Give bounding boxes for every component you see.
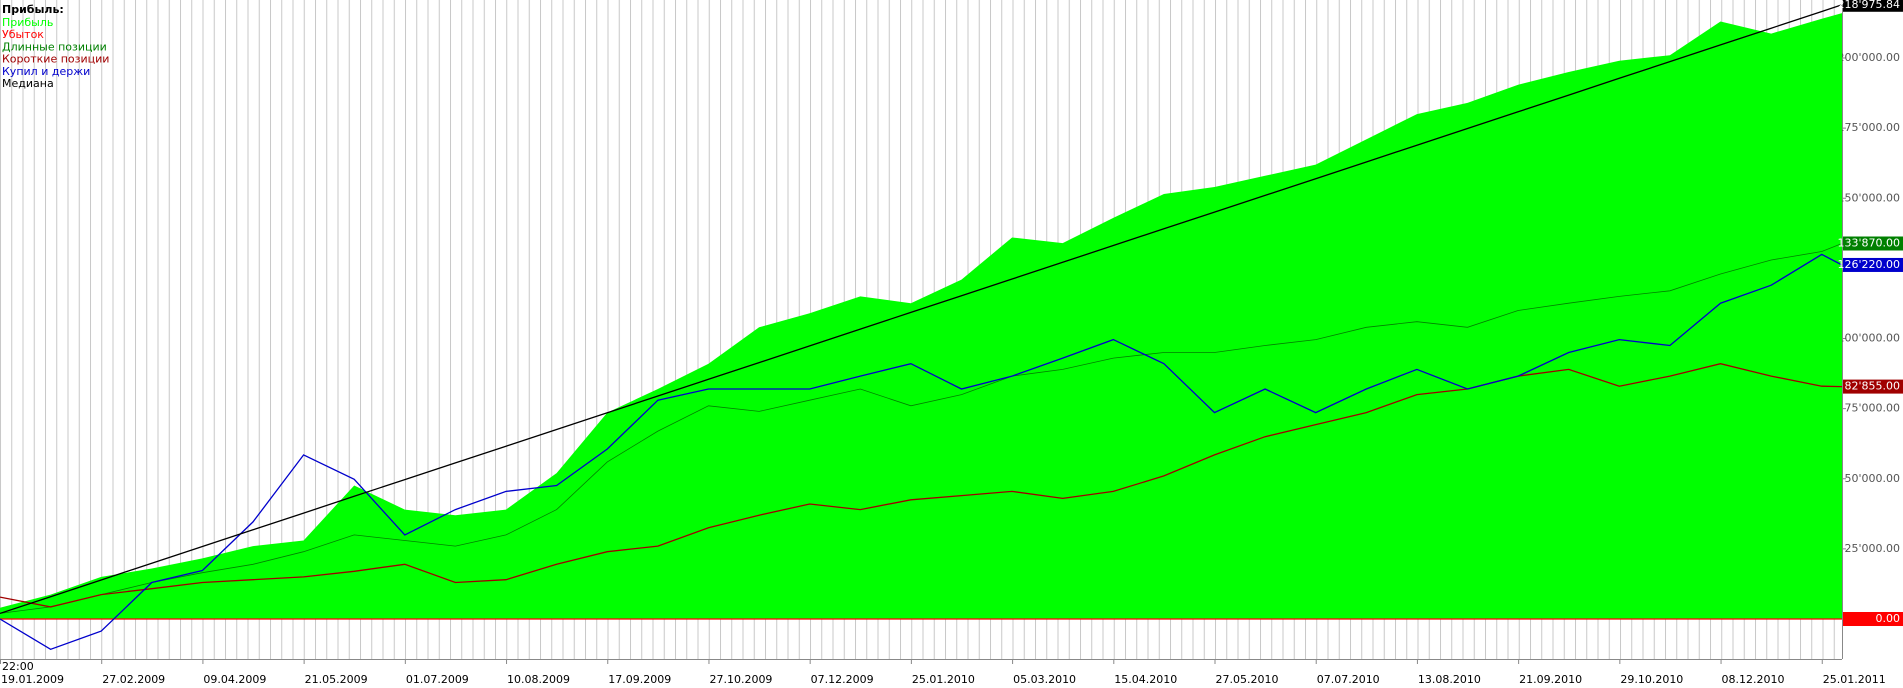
series-line <box>0 363 1843 608</box>
x-tick-label: 21.05.2009 <box>305 673 368 684</box>
y-tick-label: 50'000.00 <box>1844 472 1900 485</box>
x-tick-label: 25.01.2010 <box>912 673 975 684</box>
legend-title: Прибыль: <box>2 3 64 16</box>
legend-entry: Медиана <box>2 77 54 90</box>
value-label-box <box>1843 612 1903 627</box>
y-tick-label: 200'000.00 <box>1837 51 1900 64</box>
legend-entry: Короткие позиции <box>2 53 109 66</box>
x-tick-label: 07.07.2010 <box>1317 673 1380 684</box>
value-label-box <box>1843 236 1903 251</box>
profit-area <box>0 13 1842 620</box>
x-tick-label: 27.02.2009 <box>102 673 165 684</box>
legend-entry: Убыток <box>2 28 44 41</box>
x-tick-label: 08.12.2010 <box>1722 673 1785 684</box>
time-label: 22:00 <box>2 660 34 673</box>
x-tick-label: 27.05.2010 <box>1216 673 1279 684</box>
value-label-box <box>1843 0 1903 12</box>
x-tick-label: 15.04.2010 <box>1114 673 1177 684</box>
legend-entry: Купил и держи <box>2 65 90 78</box>
series-line <box>0 253 1843 651</box>
x-tick-label: 01.07.2009 <box>406 673 469 684</box>
x-tick-label: 13.08.2010 <box>1418 673 1481 684</box>
value-label: 218'975.84 <box>1837 0 1900 11</box>
x-tick-label: 19.01.2009 <box>1 673 64 684</box>
x-tick-label: 09.04.2009 <box>203 673 266 684</box>
x-tick-label: 17.09.2009 <box>608 673 671 684</box>
value-label-box <box>1843 379 1903 394</box>
value-label: 82'855.00 <box>1844 380 1900 393</box>
y-tick-label: 25'000.00 <box>1844 542 1900 555</box>
x-tick-label: 29.10.2010 <box>1620 673 1683 684</box>
series-line <box>0 243 1843 614</box>
x-tick-label: 10.08.2009 <box>507 673 570 684</box>
x-tick-label: 07.12.2009 <box>811 673 874 684</box>
y-tick-label: 100'000.00 <box>1837 332 1900 345</box>
x-tick-label: 21.09.2010 <box>1519 673 1582 684</box>
legend-entry: Прибыль <box>2 16 53 29</box>
y-tick-label: 175'000.00 <box>1837 121 1900 134</box>
y-tick-label: 75'000.00 <box>1844 402 1900 415</box>
value-label: 0.00 <box>1876 612 1901 625</box>
series-line <box>0 4 1843 615</box>
y-tick-label: 150'000.00 <box>1837 191 1900 204</box>
x-tick-label: 05.03.2010 <box>1013 673 1076 684</box>
x-tick-label: 25.01.2011 <box>1823 673 1886 684</box>
x-tick-label: 27.10.2009 <box>709 673 772 684</box>
legend-entry: Длинные позиции <box>2 40 107 53</box>
value-label: 133'870.00 <box>1837 236 1900 249</box>
value-label: 126'220.00 <box>1837 258 1900 271</box>
value-label-box <box>1843 257 1903 272</box>
